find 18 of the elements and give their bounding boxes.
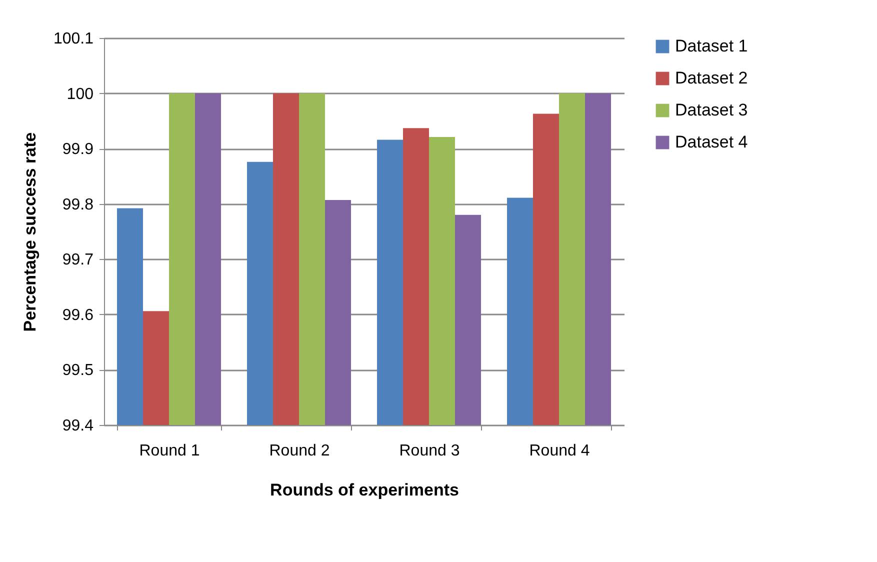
y-tick-label: 99.8 [62, 196, 94, 214]
y-tick-label: 100.1 [53, 30, 94, 48]
x-tick-label: Round 4 [529, 442, 590, 460]
legend-label: Dataset 3 [675, 100, 748, 120]
x-tick-label: Round 1 [139, 442, 200, 460]
x-axis-title: Rounds of experiments [270, 480, 459, 500]
legend-label: Dataset 1 [675, 36, 748, 56]
y-axis-title: Percentage success rate [20, 132, 40, 332]
legend-label: Dataset 2 [675, 68, 748, 88]
y-tick-label: 99.9 [62, 141, 94, 158]
x-tick-label: Round 3 [399, 442, 460, 460]
legend-label: Dataset 4 [675, 132, 748, 152]
y-tick-label: 100 [66, 86, 94, 103]
x-tick-label: Round 2 [269, 442, 330, 460]
y-tick-label: 99.5 [62, 362, 94, 380]
y-tick-label: 99.7 [62, 252, 94, 269]
y-tick-label: 99.4 [62, 418, 94, 434]
y-tick-label: 99.6 [62, 306, 94, 324]
